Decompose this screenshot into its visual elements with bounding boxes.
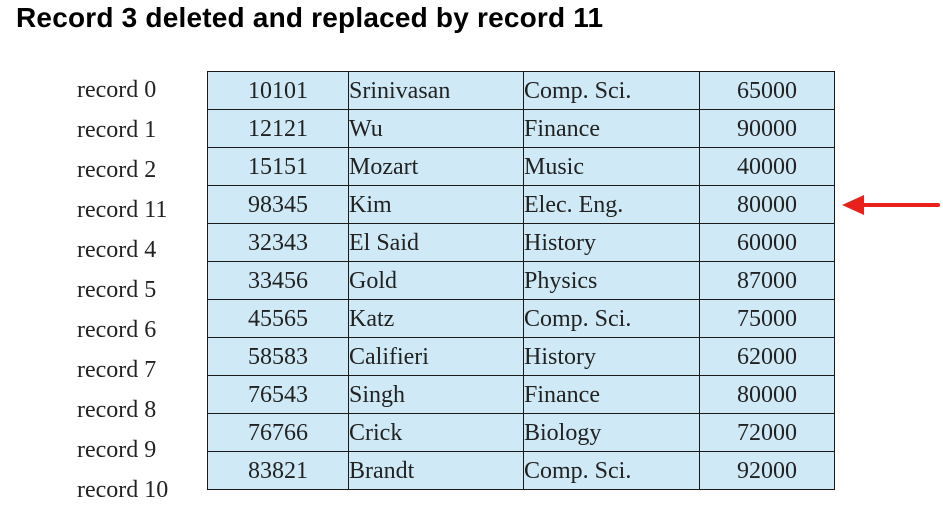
- name-cell: Mozart: [348, 147, 524, 186]
- salary-cell: 75000: [699, 299, 835, 338]
- salary-cell: 80000: [699, 375, 835, 414]
- record-label: record 6: [77, 317, 157, 343]
- name-cell: Califieri: [348, 337, 524, 376]
- table-row: 76543 Singh Finance 80000: [207, 375, 835, 414]
- id-cell: 76543: [207, 375, 349, 414]
- dept-cell: Physics: [523, 261, 700, 300]
- salary-cell: 80000: [699, 185, 835, 224]
- salary-cell: 40000: [699, 147, 835, 186]
- name-cell: Gold: [348, 261, 524, 300]
- table-row: 76766 Crick Biology 72000: [207, 413, 835, 452]
- salary-cell: 87000: [699, 261, 835, 300]
- records-table: 10101 Srinivasan Comp. Sci. 65000 12121 …: [207, 71, 835, 490]
- id-cell: 83821: [207, 451, 349, 490]
- name-cell: Crick: [348, 413, 524, 452]
- table-row: 10101 Srinivasan Comp. Sci. 65000: [207, 71, 835, 110]
- record-label: record 2: [77, 157, 157, 183]
- id-cell: 10101: [207, 71, 349, 110]
- salary-cell: 60000: [699, 223, 835, 262]
- id-cell: 76766: [207, 413, 349, 452]
- dept-cell: Comp. Sci.: [523, 71, 700, 110]
- dept-cell: Biology: [523, 413, 700, 452]
- dept-cell: Finance: [523, 375, 700, 414]
- table-row: 32343 El Said History 60000: [207, 223, 835, 262]
- id-cell: 33456: [207, 261, 349, 300]
- table-row: 58583 Califieri History 62000: [207, 337, 835, 376]
- dept-cell: Finance: [523, 109, 700, 148]
- id-cell: 32343: [207, 223, 349, 262]
- id-cell: 58583: [207, 337, 349, 376]
- id-cell: 12121: [207, 109, 349, 148]
- record-label: record 1: [77, 117, 157, 143]
- salary-cell: 65000: [699, 71, 835, 110]
- record-label: record 0: [77, 77, 157, 103]
- record-label: record 9: [77, 437, 157, 463]
- record-label: record 4: [77, 237, 157, 263]
- name-cell: Srinivasan: [348, 71, 524, 110]
- record-label: record 7: [77, 357, 157, 383]
- dept-cell: Comp. Sci.: [523, 299, 700, 338]
- table-row: 33456 Gold Physics 87000: [207, 261, 835, 300]
- name-cell: El Said: [348, 223, 524, 262]
- table-row: 83821 Brandt Comp. Sci. 92000: [207, 451, 835, 490]
- dept-cell: History: [523, 337, 700, 376]
- salary-cell: 72000: [699, 413, 835, 452]
- table-row: 45565 Katz Comp. Sci. 75000: [207, 299, 835, 338]
- name-cell: Wu: [348, 109, 524, 148]
- record-label-column: record 0 record 1 record 2 record 11 rec…: [77, 71, 205, 511]
- table-row-replaced: 98345 Kim Elec. Eng. 80000: [207, 185, 835, 224]
- id-cell: 15151: [207, 147, 349, 186]
- page-title: Record 3 deleted and replaced by record …: [16, 2, 604, 33]
- record-label: record 5: [77, 277, 157, 303]
- id-cell: 45565: [207, 299, 349, 338]
- name-cell: Katz: [348, 299, 524, 338]
- salary-cell: 92000: [699, 451, 835, 490]
- name-cell: Brandt: [348, 451, 524, 490]
- salary-cell: 62000: [699, 337, 835, 376]
- record-label: record 10: [77, 477, 169, 503]
- id-cell: 98345: [207, 185, 349, 224]
- arrow-head: [842, 194, 864, 215]
- record-label: record 8: [77, 397, 157, 423]
- dept-cell: Elec. Eng.: [523, 185, 700, 224]
- name-cell: Kim: [348, 185, 524, 224]
- dept-cell: Music: [523, 147, 700, 186]
- dept-cell: History: [523, 223, 700, 262]
- record-label: record 11: [77, 197, 168, 223]
- table-row: 12121 Wu Finance 90000: [207, 109, 835, 148]
- name-cell: Singh: [348, 375, 524, 414]
- pointer-arrow-icon: [842, 194, 940, 215]
- table-row: 15151 Mozart Music 40000: [207, 147, 835, 186]
- dept-cell: Comp. Sci.: [523, 451, 700, 490]
- salary-cell: 90000: [699, 109, 835, 148]
